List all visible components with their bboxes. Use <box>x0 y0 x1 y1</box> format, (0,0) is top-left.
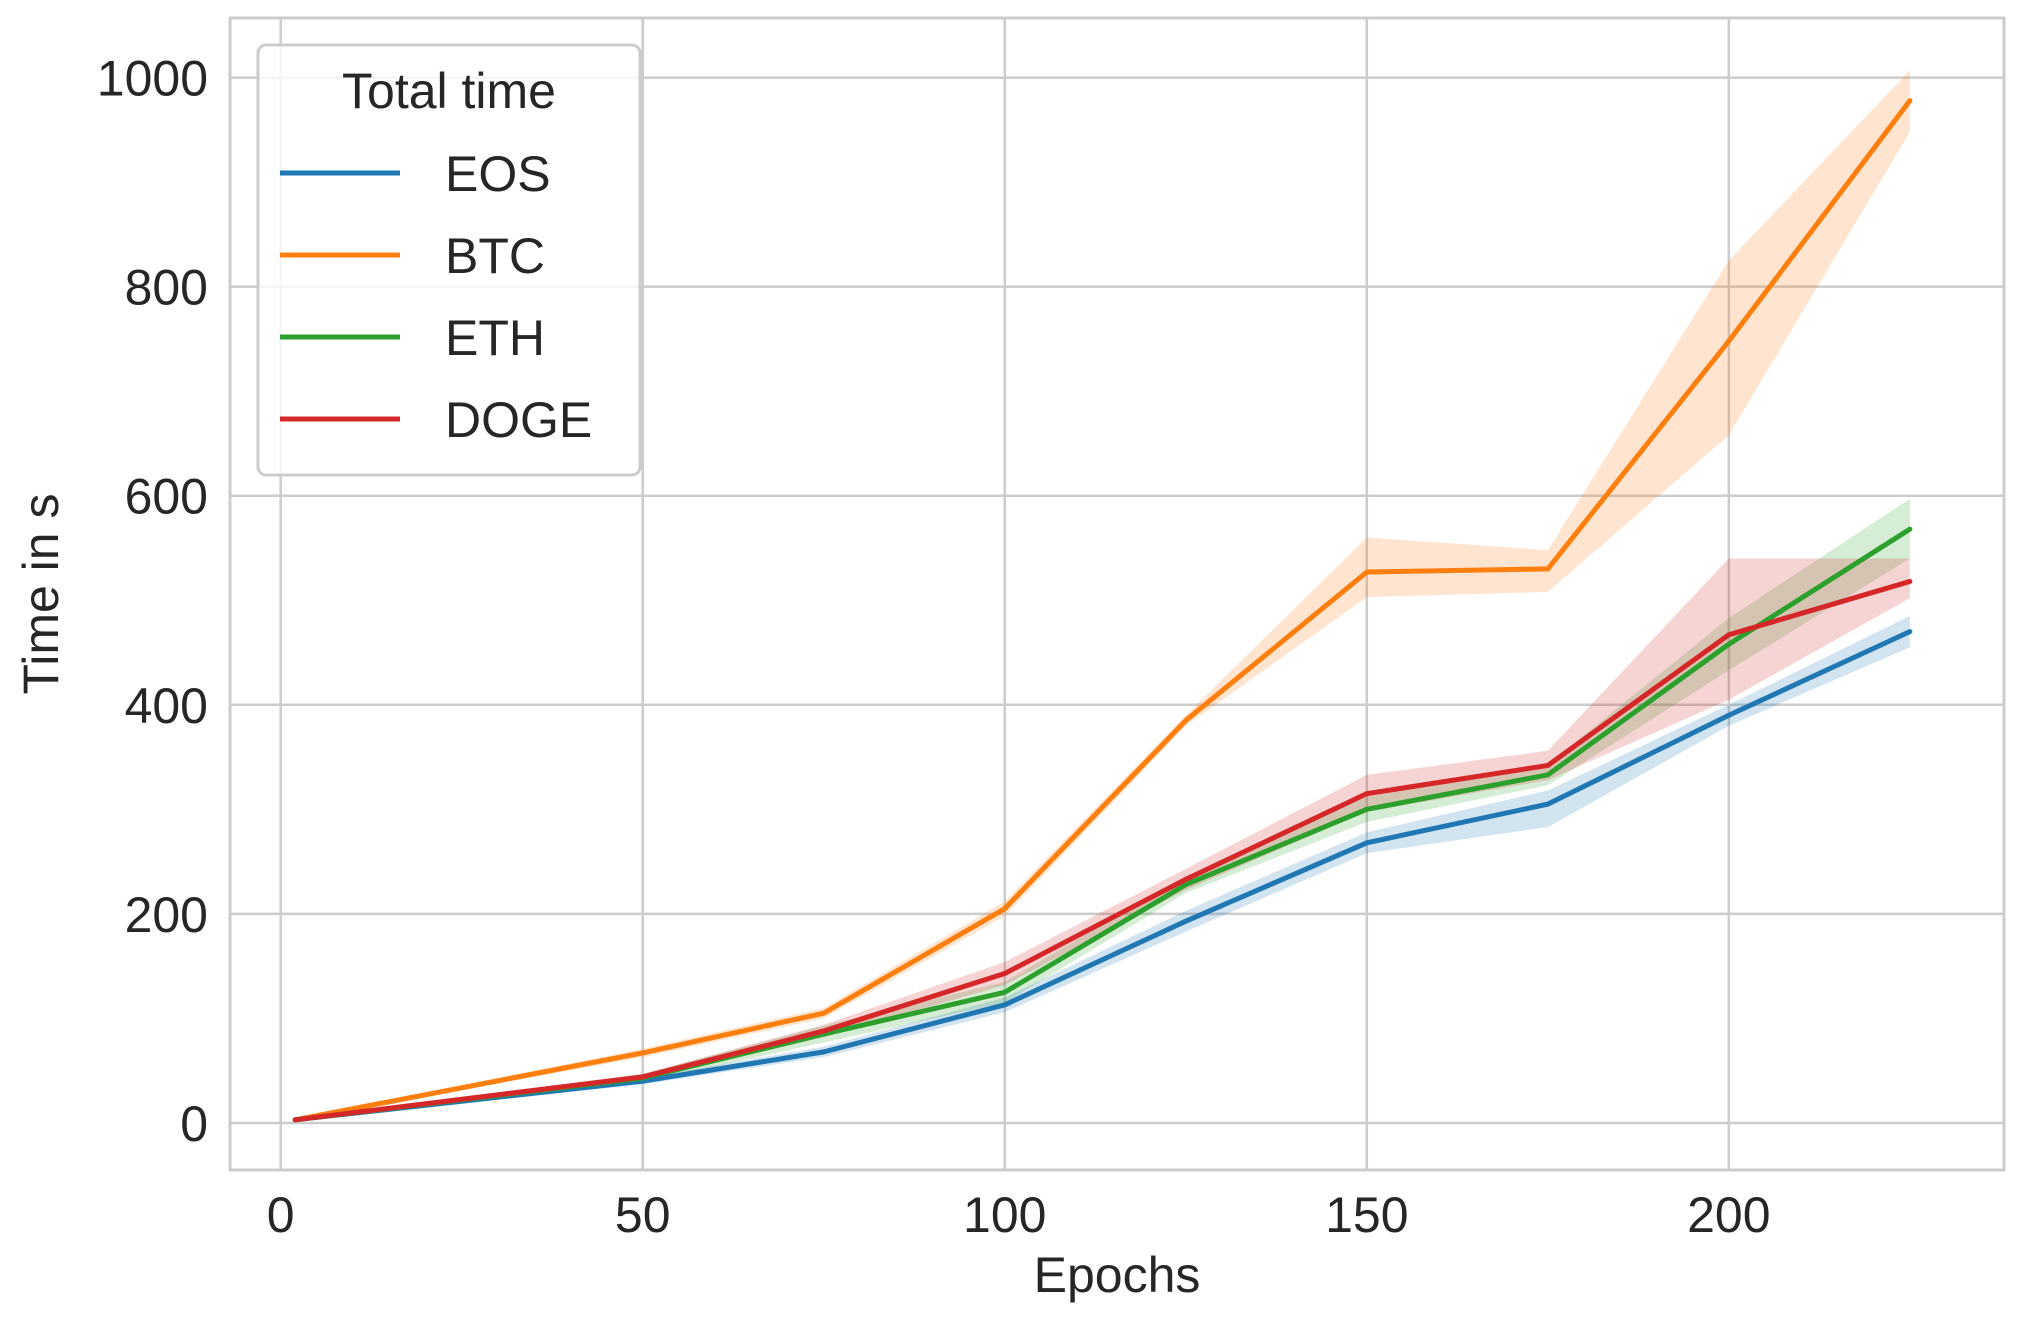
band-doge <box>295 558 1910 1121</box>
point-eos <box>1545 801 1551 807</box>
series-lines <box>292 98 1913 1123</box>
point-doge <box>292 1117 298 1123</box>
point-eos <box>1726 712 1732 718</box>
legend-items: EOS BTC ETH DOGE <box>280 146 592 448</box>
x-tick-label: 150 <box>1325 1187 1408 1243</box>
y-tick-label: 800 <box>125 260 208 316</box>
y-tick-label: 600 <box>125 469 208 525</box>
point-btc <box>1907 98 1913 104</box>
point-eos <box>1907 629 1913 635</box>
point-btc <box>1002 906 1008 912</box>
legend-label-doge: DOGE <box>445 392 592 448</box>
x-tick-labels: 0 50 100 150 200 <box>267 1187 1771 1243</box>
point-eth <box>1183 882 1189 888</box>
x-tick-label: 0 <box>267 1187 295 1243</box>
point-btc <box>1726 338 1732 344</box>
point-btc <box>1545 566 1551 572</box>
point-doge <box>1545 762 1551 768</box>
legend-title: Total time <box>342 63 556 119</box>
point-eos <box>1183 918 1189 924</box>
point-eos <box>1364 840 1370 846</box>
point-doge <box>1907 578 1913 584</box>
x-tick-label: 200 <box>1687 1187 1770 1243</box>
point-eth <box>1545 772 1551 778</box>
point-eth <box>1364 806 1370 812</box>
legend-box <box>256 43 642 477</box>
y-tick-label: 400 <box>125 678 208 734</box>
legend-label-eth: ETH <box>445 310 545 366</box>
y-tick-label: 0 <box>180 1096 208 1152</box>
point-doge <box>1726 632 1732 638</box>
legend-label-btc: BTC <box>445 228 545 284</box>
y-tick-label: 1000 <box>97 51 208 107</box>
point-btc <box>640 1050 646 1056</box>
point-eth <box>1907 526 1913 532</box>
x-tick-label: 50 <box>615 1187 671 1243</box>
point-doge <box>1183 876 1189 882</box>
point-eth <box>1002 989 1008 995</box>
legend: Total time EOS BTC ETH DOGE <box>256 43 642 477</box>
legend-label-eos: EOS <box>445 146 551 202</box>
x-tick-label: 100 <box>963 1187 1046 1243</box>
x-axis-label: Epochs <box>1034 1247 1201 1303</box>
point-doge <box>640 1074 646 1080</box>
point-doge <box>1364 791 1370 797</box>
confidence-bands <box>295 70 1910 1121</box>
y-tick-label: 200 <box>125 887 208 943</box>
y-axis-label: Time in s <box>13 494 69 695</box>
point-eth <box>1726 641 1732 647</box>
point-eos <box>821 1049 827 1055</box>
plot-frame <box>228 16 2006 1172</box>
y-tick-labels: 0 200 400 600 800 1000 <box>97 51 208 1152</box>
point-btc <box>1364 569 1370 575</box>
point-btc <box>821 1010 827 1016</box>
point-doge <box>821 1028 827 1034</box>
line-eth <box>294 527 1912 1123</box>
point-doge <box>1002 970 1008 976</box>
point-eos <box>1002 1002 1008 1008</box>
point-btc <box>1183 717 1189 723</box>
